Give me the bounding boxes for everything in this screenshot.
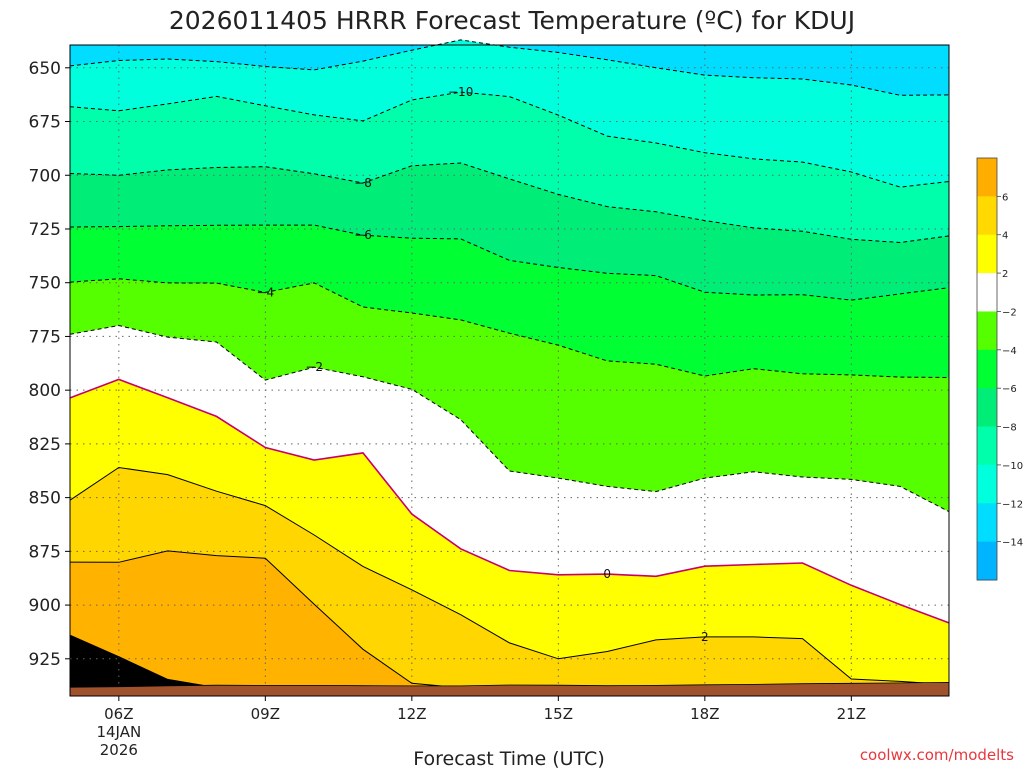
colorbar-label: −10	[1002, 461, 1023, 472]
colorbar-label: −8	[1002, 423, 1017, 434]
ground-surface	[69, 681, 950, 697]
x-tick-sublabel: 14JAN	[96, 723, 141, 741]
colorbar-label: −12	[1002, 499, 1023, 510]
contour-label--2: −2	[305, 360, 323, 374]
contour-line-2	[69, 466, 950, 686]
x-tick-label: 21Z	[837, 705, 866, 723]
contour-line-0	[69, 378, 950, 624]
y-tick-label: 675	[29, 113, 61, 133]
contour-label--10: −10	[448, 85, 473, 99]
y-tick-label: 850	[29, 489, 61, 509]
plot-area: −10 −8 −6 −4 −2 0 2	[69, 39, 950, 697]
colorbar-swatch	[977, 158, 997, 197]
contour-line-m2	[69, 324, 950, 513]
colorbar-label: −4	[1002, 346, 1017, 357]
watermark: coolwx.com/modelts	[860, 746, 1014, 764]
colorbar-label: −6	[1002, 384, 1017, 395]
contour-label--8: −8	[354, 176, 372, 190]
colorbar-swatch	[977, 464, 997, 504]
colorbar-label: 2	[1002, 269, 1008, 280]
x-tick-sublabel: 2026	[100, 741, 138, 759]
contour-label-0: 0	[603, 567, 611, 581]
contour-line-m8	[69, 162, 950, 244]
y-tick-label: 650	[29, 59, 61, 79]
colorbar-swatch	[977, 388, 997, 428]
chart-title: 2026011405 HRRR Forecast Temperature (ºC…	[169, 6, 855, 35]
x-tick-label: 09Z	[251, 705, 280, 723]
contour-line-m10	[69, 91, 950, 188]
contour-fills	[70, 39, 949, 697]
colorbar-swatch	[977, 311, 997, 351]
x-tick-label: 06Z	[104, 705, 133, 723]
y-tick-label: 700	[29, 166, 61, 186]
contour-label--4: −4	[256, 285, 274, 299]
colorbar: 6 4 2 −2 −4 −6 −8 −10 −12 −14	[976, 157, 1023, 581]
colorbar-swatch	[977, 273, 997, 312]
colorbar-label: 6	[1002, 192, 1008, 203]
colorbar-swatch	[977, 541, 997, 581]
y-tick-label: 750	[29, 274, 61, 294]
colorbar-label: −2	[1002, 307, 1017, 318]
y-tick-label: 775	[29, 327, 61, 347]
contour-line-m4	[69, 278, 950, 378]
fill-band-warm6	[70, 550, 949, 696]
colorbar-label: 4	[1002, 231, 1008, 242]
contour-line-m12	[69, 39, 950, 96]
colorbar-swatch	[977, 503, 997, 543]
colorbar-swatch	[977, 234, 997, 274]
y-axis: 650 675 700 725 750 775 800 825 850 875 900 925	[29, 59, 70, 670]
colorbar-frame	[976, 157, 998, 581]
x-axis-label: Forecast Time (UTC)	[413, 748, 604, 768]
contour-label-2: 2	[701, 630, 709, 644]
colorbar-swatch	[977, 349, 997, 389]
y-tick-label: 800	[29, 381, 61, 401]
colorbar-swatch	[977, 426, 997, 466]
grid	[70, 45, 949, 696]
ground-fill	[69, 681, 950, 697]
contour-label--6: −6	[354, 228, 372, 242]
x-tick-label: 18Z	[690, 705, 719, 723]
y-tick-label: 825	[29, 435, 61, 455]
x-tick-label: 15Z	[544, 705, 573, 723]
y-tick-label: 900	[29, 596, 61, 616]
plot-frame	[69, 44, 950, 697]
y-tick-label: 925	[29, 650, 61, 670]
y-tick-label: 725	[29, 220, 61, 240]
y-tick-label: 875	[29, 542, 61, 562]
x-tick-label: 12Z	[397, 705, 426, 723]
colorbar-label: −14	[1002, 538, 1023, 549]
colorbar-swatch	[977, 196, 997, 236]
